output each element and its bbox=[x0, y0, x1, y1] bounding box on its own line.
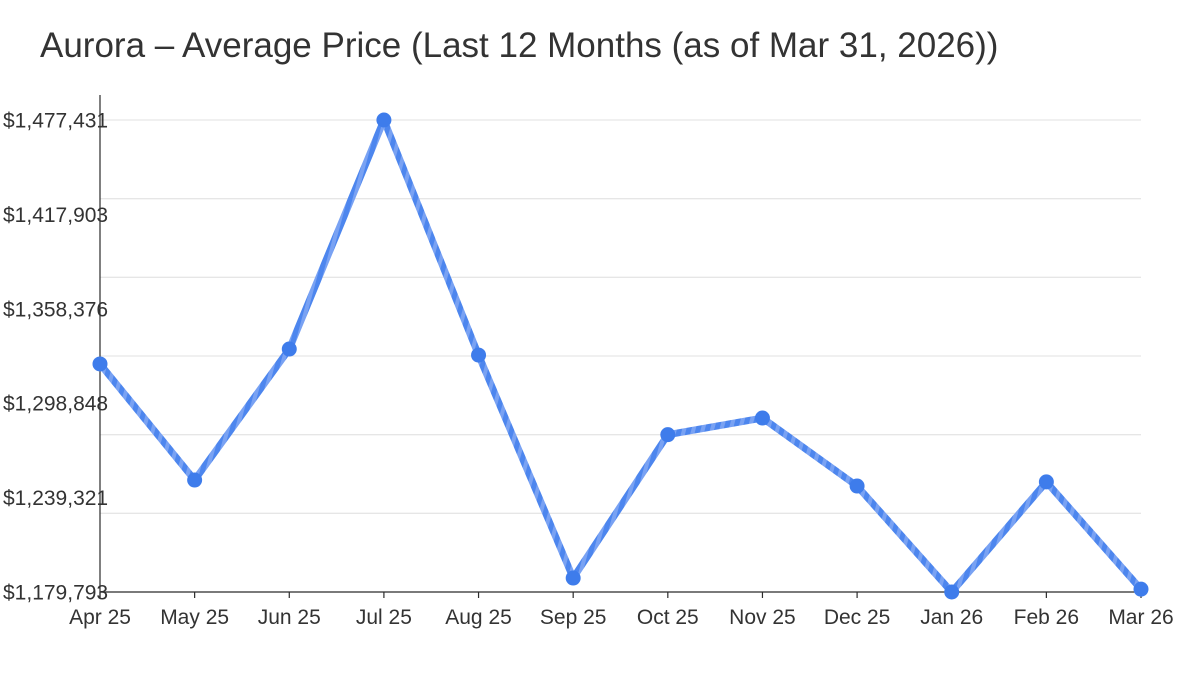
x-axis-labels-layer: Apr 25 May 25 Jun 25 Jul 25 Aug 25 Sep 25 Oct … bbox=[69, 606, 1174, 629]
chart-title: Aurora – Average Price (Last 12 Months (… bbox=[40, 26, 999, 65]
x-axis-label: Jul 25 bbox=[356, 606, 412, 629]
data-point-jun-25[interactable] bbox=[281, 341, 297, 357]
y-axis-labels-layer: $1,477,431 $1,417,903 $1,358,376 $1,298,848… bbox=[3, 110, 108, 605]
y-axis-label: $1,477,431 bbox=[3, 110, 108, 133]
data-point-apr-25[interactable] bbox=[92, 356, 108, 372]
axes-layer bbox=[99, 95, 1142, 598]
data-point-jul-25[interactable] bbox=[376, 112, 392, 128]
data-point-sep-25[interactable] bbox=[565, 570, 581, 586]
x-axis-label: Oct 25 bbox=[637, 606, 699, 629]
y-axis-label: $1,417,903 bbox=[3, 204, 108, 227]
y-axis-label: $1,239,321 bbox=[3, 487, 108, 510]
data-point-mar-26[interactable] bbox=[1133, 581, 1149, 597]
x-axis-label: Jun 25 bbox=[258, 606, 321, 629]
x-axis-label: Feb 26 bbox=[1014, 606, 1079, 629]
data-point-feb-26[interactable] bbox=[1038, 474, 1054, 490]
x-axis-label: Apr 25 bbox=[69, 606, 131, 629]
data-point-dec-25[interactable] bbox=[849, 478, 865, 494]
data-point-aug-25[interactable] bbox=[471, 347, 487, 363]
x-axis-label: Dec 25 bbox=[824, 606, 891, 629]
data-point-nov-25[interactable] bbox=[754, 410, 770, 426]
x-axis-label: Sep 25 bbox=[540, 606, 607, 629]
x-axis-label: Aug 25 bbox=[445, 606, 512, 629]
y-axis-label: $1,298,848 bbox=[3, 393, 108, 416]
data-point-oct-25[interactable] bbox=[660, 427, 676, 443]
data-point-jan-26[interactable] bbox=[944, 584, 960, 600]
data-point-may-25[interactable] bbox=[187, 472, 203, 488]
average-price-line bbox=[96, 116, 1145, 596]
x-axis-label: Nov 25 bbox=[729, 606, 796, 629]
grid-lines-layer bbox=[100, 119, 1141, 514]
y-axis-label: $1,358,376 bbox=[3, 298, 108, 321]
x-axis-label: Mar 26 bbox=[1108, 606, 1173, 629]
x-axis-label: May 25 bbox=[160, 606, 229, 629]
x-axis-label: Jan 26 bbox=[920, 606, 983, 629]
series-layer bbox=[92, 112, 1149, 600]
y-axis-label: $1,179,793 bbox=[3, 582, 108, 605]
